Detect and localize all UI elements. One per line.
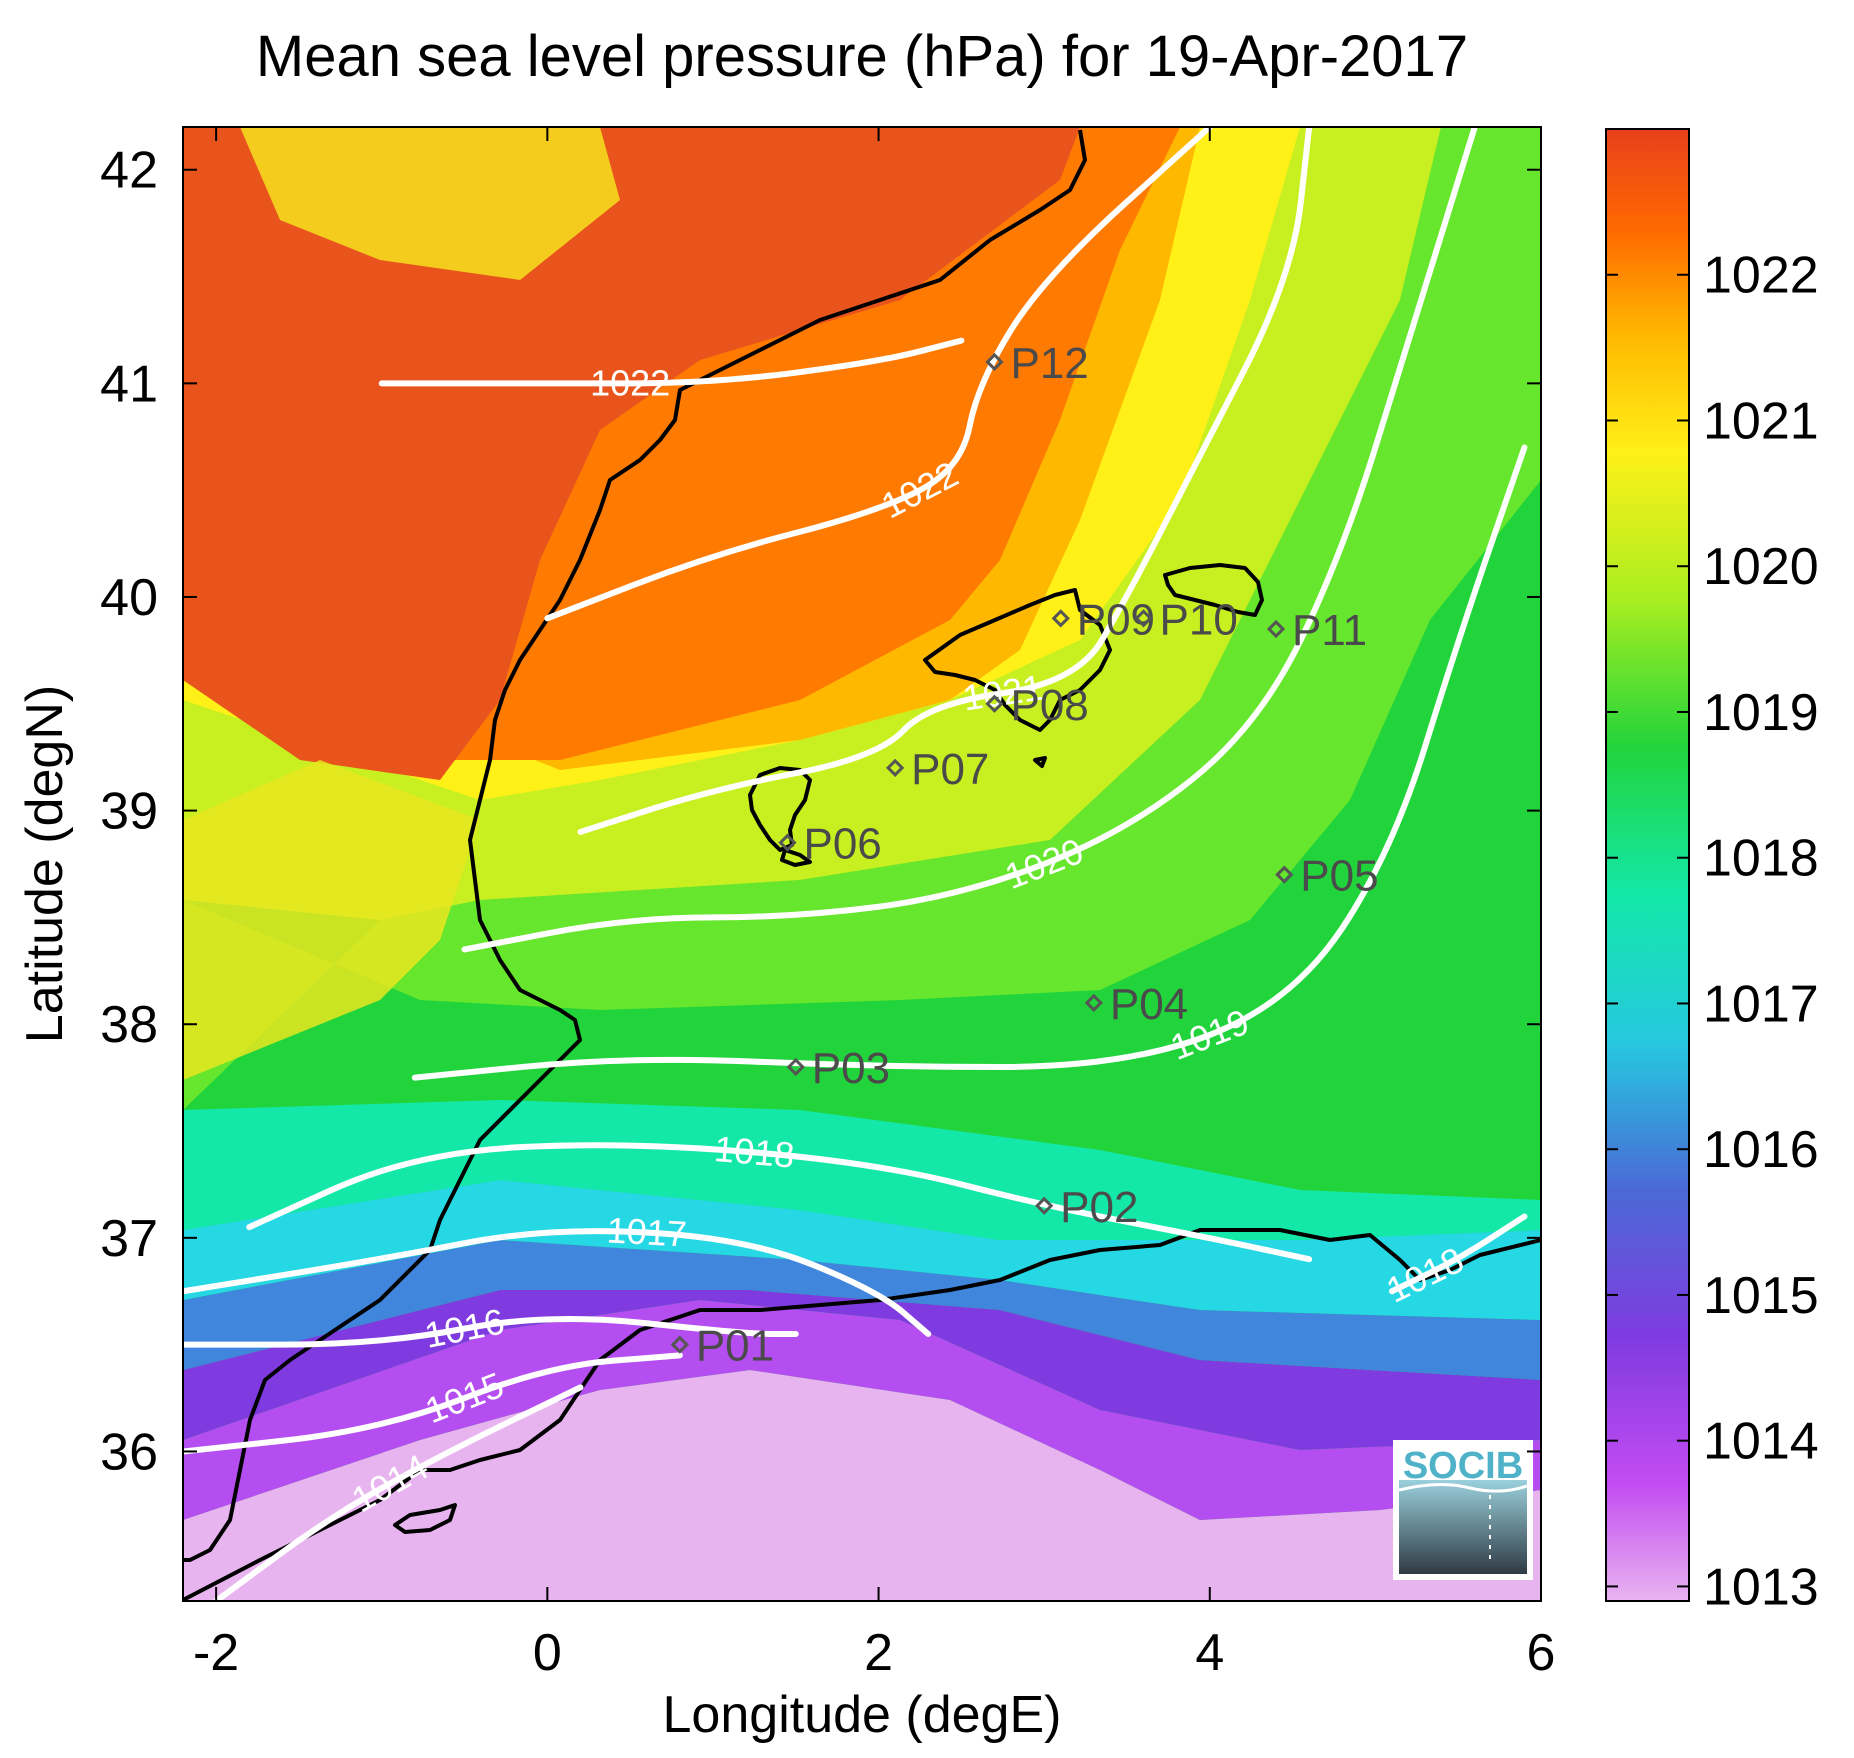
field-red-orange-land	[183, 127, 1080, 780]
station-marker-p11	[1266, 619, 1286, 639]
isobar-line-1021	[577, 127, 1313, 835]
colorbar-tick-label: 1015	[1703, 1267, 1819, 1325]
y-tick-label: 36	[100, 1423, 158, 1481]
x-tick-label: 4	[1195, 1624, 1224, 1682]
colorbar-ticks: 1013 1014 1015 1016 1017 1018 1019 1020 1021 1022	[1606, 247, 1819, 1616]
isobar-line-1022	[544, 127, 1213, 622]
colorbar-tick-label: 1014	[1703, 1413, 1819, 1471]
station-label-p08: P08	[1010, 681, 1088, 730]
socib-logo: SOCIB	[1393, 1440, 1533, 1580]
socib-logo-wave	[1398, 1482, 1528, 1493]
station-marker-p04	[1084, 993, 1103, 1012]
station-label-p06: P06	[803, 820, 881, 869]
x-axis-label: Longitude (degE)	[663, 1686, 1062, 1744]
x-tick-label: 0	[533, 1624, 562, 1682]
colorbar-tick-label: 1021	[1703, 392, 1819, 450]
colorbar-tick-label: 1022	[1703, 247, 1819, 305]
station-marker-p10	[1134, 609, 1153, 628]
colorbar-tick-label: 1020	[1703, 538, 1819, 596]
isobar-line-1014	[213, 1384, 584, 1601]
isobar-line-1019	[411, 444, 1528, 1081]
coastline	[183, 129, 1541, 1601]
colorbar-tick-label: 1013	[1703, 1558, 1819, 1616]
station-marker-p07	[886, 758, 905, 777]
isobar-line-1016	[183, 1316, 799, 1348]
station-marker-p09	[1051, 609, 1070, 628]
field-green-light	[183, 127, 1541, 1110]
station-label-p03: P03	[812, 1044, 890, 1093]
station-marker-p03	[786, 1057, 805, 1077]
colorbar-tick-label: 1016	[1703, 1121, 1819, 1179]
y-tick-label: 38	[100, 996, 158, 1054]
station-marker-p08	[985, 694, 1004, 713]
station-marker-p06	[778, 833, 797, 852]
station-markers: P01 P02 P03 P04 P05 P06 P07 P08 P09 P10 P11 P12	[670, 339, 1379, 1371]
station-label-p09: P09	[1077, 595, 1155, 644]
axes: -2 0 2 4 6 36 37 38 39 40 41 42	[100, 127, 1555, 1682]
isobar-label-1018: 1018	[713, 1128, 796, 1176]
y-tick-label: 39	[100, 783, 158, 841]
isobar-line-1018	[246, 1142, 1313, 1263]
x-tick-label: 6	[1527, 1624, 1556, 1682]
plot-frame	[182, 126, 1542, 1602]
station-marker-p02	[1035, 1196, 1054, 1215]
isobar-line-1015	[183, 1352, 683, 1455]
x-tick-label: 2	[864, 1624, 893, 1682]
socib-logo-gradient	[1399, 1480, 1527, 1574]
station-label-p07: P07	[911, 745, 989, 794]
map-plot-area: 1022102210211020101910181018101710161015…	[183, 127, 1541, 1601]
station-label-p04: P04	[1110, 980, 1188, 1029]
cabrera-island	[1033, 756, 1047, 768]
chart-title: Mean sea level pressure (hPa) for 19-Apr…	[256, 24, 1468, 89]
mallorca-coastline	[923, 588, 1112, 732]
station-label-p11: P11	[1292, 606, 1367, 655]
african-coastline	[183, 1228, 1541, 1601]
station-label-p01: P01	[696, 1322, 774, 1371]
isobar-label-1022: 1022	[590, 362, 670, 403]
field-purple-south	[183, 1300, 1541, 1520]
station-marker-p01	[670, 1335, 689, 1354]
isobar-line-1017	[183, 1228, 932, 1337]
station-marker-p05	[1275, 865, 1294, 884]
field-yellow-patch-sw	[183, 760, 480, 1080]
field-cyan	[183, 1180, 1541, 1320]
isobar-line-1022	[378, 337, 965, 387]
iberian-coastline	[183, 129, 1087, 1562]
formentera-coastline	[780, 848, 812, 867]
isobar-line-1018	[1388, 1213, 1528, 1295]
field-teal	[183, 1100, 1541, 1240]
y-axis-label: Latitude (degN)	[16, 685, 74, 1043]
y-tick-label: 40	[100, 569, 158, 627]
y-tick-label: 42	[100, 142, 158, 200]
alboran-island	[393, 1503, 457, 1534]
station-label-p12: P12	[1010, 339, 1088, 388]
field-blue	[183, 1240, 1541, 1380]
colorbar-tick-label: 1018	[1703, 830, 1819, 888]
station-label-p10: P10	[1160, 595, 1238, 644]
colorbar-gradient	[1605, 128, 1690, 1602]
y-tick-label: 41	[100, 355, 158, 413]
colorbar-tick-label: 1017	[1703, 975, 1819, 1033]
menorca-coastline	[1163, 563, 1264, 617]
station-marker-p12	[985, 352, 1004, 372]
isobar-label-1017: 1017	[606, 1209, 688, 1254]
x-tick-label: -2	[193, 1624, 239, 1682]
station-label-p02: P02	[1060, 1183, 1138, 1232]
station-label-p05: P05	[1300, 852, 1378, 901]
socib-logo-text: SOCIB	[1403, 1445, 1523, 1487]
field-violet	[183, 1290, 1541, 1450]
isobar-line-1020	[461, 127, 1478, 953]
y-tick-label: 37	[100, 1210, 158, 1268]
pressure-field	[183, 127, 1541, 1601]
colorbar: 1013 1014 1015 1016 1017 1018 1019 1020 1021 1022	[1605, 128, 1819, 1616]
field-pink-south	[183, 1370, 1541, 1601]
colorbar-tick-label: 1019	[1703, 684, 1819, 742]
field-yellow-patch-nw	[240, 127, 620, 280]
